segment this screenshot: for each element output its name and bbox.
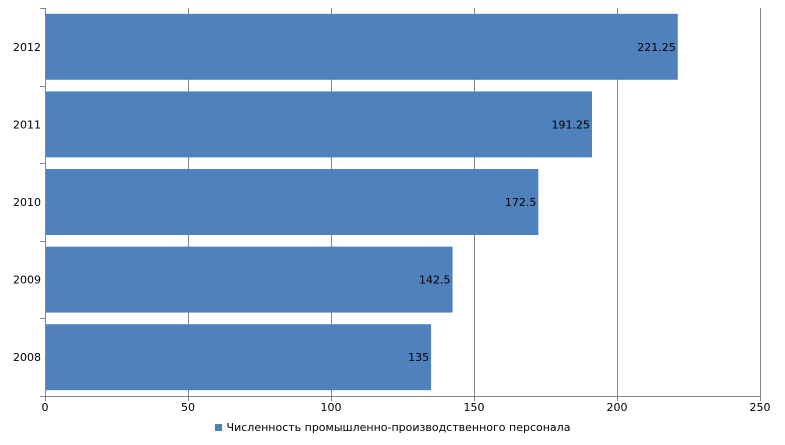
y-tick-labels: 2008 2009 2010 2011 2012: [13, 41, 41, 364]
x-tick-labels: 0 50 100 150 200 250: [42, 401, 771, 414]
y-tick-label: 2010: [13, 196, 41, 209]
data-label: 142.5: [419, 274, 451, 287]
legend-swatch: [214, 424, 222, 431]
bar: [45, 13, 678, 80]
legend: Численность промышленно-производственног…: [0, 421, 785, 434]
data-label: 191.25: [551, 118, 590, 131]
y-tick-label: 2009: [13, 274, 41, 287]
x-tick-label: 150: [464, 401, 485, 414]
x-tick-label: 100: [321, 401, 342, 414]
axes: [40, 8, 761, 397]
data-labels: 135 142.5 172.5 191.25 221.25: [408, 41, 676, 364]
data-label: 172.5: [505, 196, 537, 209]
y-tick-label: 2008: [13, 351, 41, 364]
bar: [45, 324, 432, 391]
x-tick-label: 200: [607, 401, 628, 414]
bar: [45, 169, 539, 235]
y-tick-label: 2011: [13, 118, 41, 131]
bars: [45, 13, 678, 391]
data-label: 221.25: [637, 41, 676, 54]
bar: [45, 246, 453, 313]
x-tick-label: 50: [181, 401, 195, 414]
data-label: 135: [408, 351, 429, 364]
bar: [45, 91, 592, 158]
legend-label: Численность промышленно-производственног…: [226, 421, 571, 434]
y-tick-label: 2012: [13, 41, 41, 54]
x-tick-label: 0: [42, 401, 49, 414]
x-tick-label: 250: [750, 401, 771, 414]
